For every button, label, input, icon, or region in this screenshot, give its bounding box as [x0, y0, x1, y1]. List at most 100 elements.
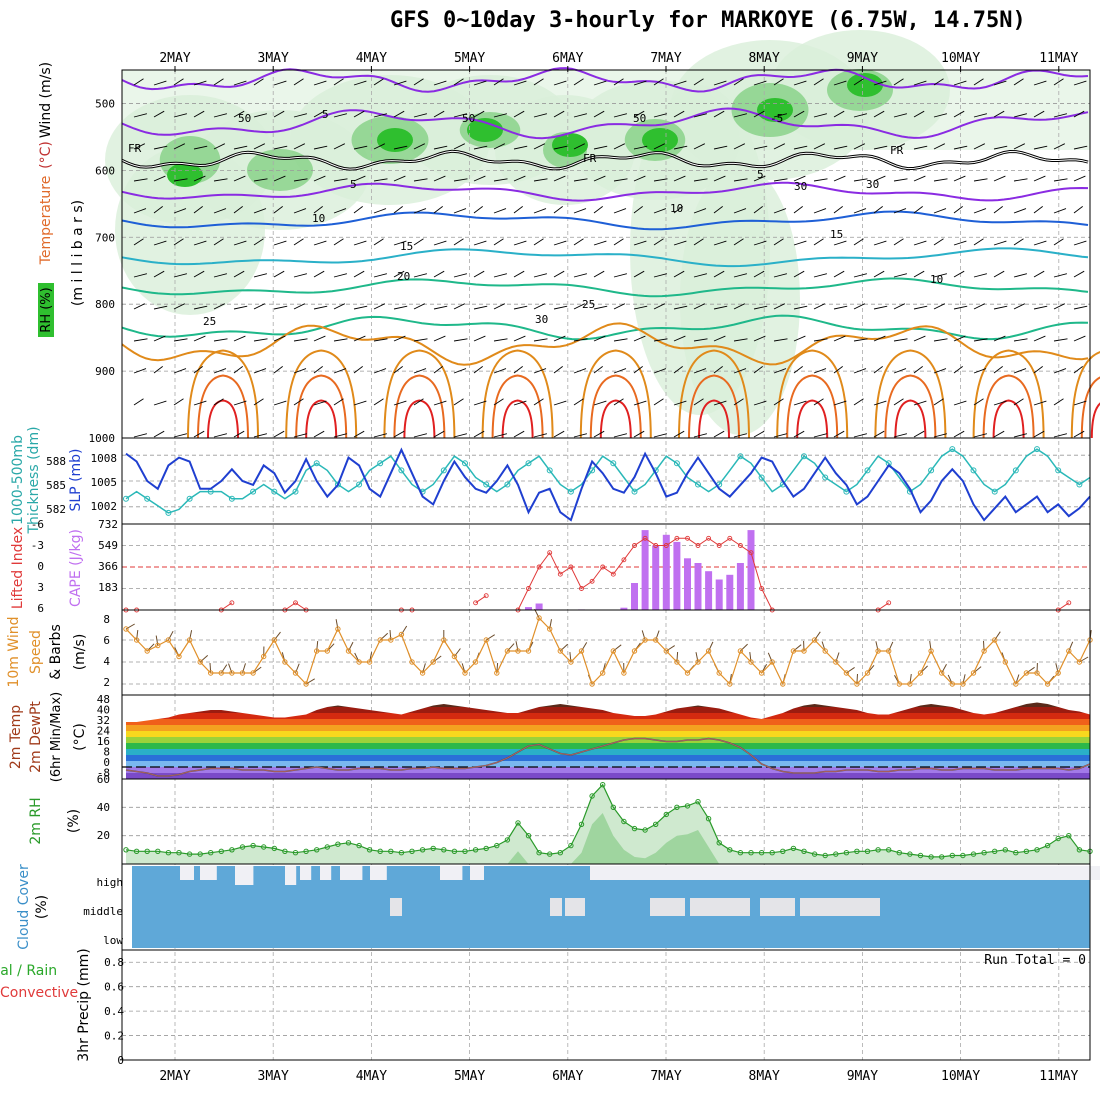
- wind-barb: [193, 240, 207, 246]
- wind-barb: [833, 240, 847, 246]
- wind-speed-line-marker: [674, 659, 680, 665]
- wind-barb: [233, 305, 248, 310]
- rh2m-line-marker: [1055, 835, 1061, 842]
- rh2m-line-marker: [737, 850, 744, 856]
- rh2m-line-marker: [303, 848, 309, 854]
- wind-barb: [653, 338, 668, 342]
- wind-speed-line-marker: [653, 637, 659, 643]
- rh2m-line-marker: [631, 825, 638, 832]
- rh2m-line-marker: [621, 818, 627, 825]
- lifted-index-marker: [1066, 600, 1072, 606]
- cloud-clear-high: [340, 866, 363, 880]
- wind-barb: [1013, 398, 1024, 406]
- wind-barb: [773, 143, 785, 150]
- wind-barb: [433, 240, 447, 246]
- wind-barb: [633, 366, 643, 374]
- wind-barb: [873, 270, 885, 278]
- wind-speed-line-marker: [684, 670, 691, 676]
- wind-speed-line-marker: [515, 648, 521, 654]
- wind-barb: [1073, 366, 1083, 374]
- wind-barb: [733, 78, 744, 86]
- wind-barb: [833, 305, 848, 310]
- wind-barb: [613, 143, 625, 150]
- wind-barb: [253, 273, 268, 278]
- rh2m-line-marker: [239, 844, 246, 850]
- wind-barb: [853, 113, 868, 118]
- wind-barb: [473, 80, 487, 86]
- wind-barb: [453, 238, 464, 246]
- wind-barb: [393, 240, 407, 246]
- wind-barb: [473, 110, 485, 118]
- wind-barb: [713, 305, 728, 310]
- surface-wind-barb: [941, 664, 947, 674]
- wind-barb: [173, 273, 188, 278]
- wind-speed-line-marker: [758, 670, 765, 676]
- wind-barb: [473, 366, 483, 374]
- wind-barb: [393, 270, 405, 278]
- surface-wind-barb: [549, 619, 552, 630]
- wind-barb: [613, 78, 624, 86]
- wind-barb: [453, 78, 464, 86]
- surface-wind-barb: [929, 641, 932, 652]
- temp-band: [126, 743, 1090, 749]
- wind-barb: [873, 366, 883, 374]
- wind-barb: [373, 143, 385, 150]
- wind-barb: [1033, 240, 1047, 246]
- wind-barbs-axis-label: & Barbs: [48, 624, 64, 680]
- dewpoint-line-inner: [125, 738, 1091, 777]
- temp-loop: [589, 374, 642, 439]
- wind-speed-line-marker: [197, 659, 203, 665]
- wind-barb: [553, 400, 567, 406]
- thickness-line-marker: [525, 460, 532, 467]
- wind-barb: [1073, 270, 1085, 278]
- contour-label: 25: [582, 298, 595, 311]
- wind-barb: [233, 206, 243, 214]
- temperature-unit-label: (°C): [38, 141, 54, 169]
- wind-barb: [653, 178, 668, 182]
- wind-barb: [793, 110, 805, 118]
- wind-barb: [573, 208, 587, 214]
- wind-barb: [193, 430, 205, 438]
- surface-wind-barb: [507, 643, 515, 652]
- contour-label: 50: [462, 112, 475, 125]
- cape-bar: [684, 558, 691, 610]
- surface-wind-barb: [199, 655, 209, 663]
- surface-wind-barb: [749, 652, 752, 663]
- wind-barb: [993, 305, 1008, 310]
- surface-wind-barb: [534, 608, 540, 619]
- wind-speed-line-marker: [907, 681, 913, 687]
- cloud-clear-mid: [690, 898, 750, 916]
- surface-wind-barb: [1026, 666, 1035, 674]
- wind-barb: [1073, 110, 1085, 118]
- wind-barb: [233, 430, 245, 438]
- wind-barb: [893, 113, 908, 118]
- wind-barb: [1013, 178, 1028, 182]
- wind-barb: [493, 368, 507, 374]
- wind-barb: [893, 273, 908, 278]
- wind-barb: [653, 433, 668, 438]
- contour-label: 5: [350, 178, 357, 191]
- wind-barb: [633, 175, 646, 182]
- surface-wind-barb: [821, 641, 826, 652]
- wind-barb: [213, 238, 224, 246]
- wind-barb: [373, 273, 388, 278]
- rh2m-line-marker: [780, 848, 786, 854]
- wind-speed-line-marker: [282, 659, 288, 665]
- wind-barb: [373, 238, 384, 246]
- lifted-index-line: [221, 602, 233, 611]
- wind-barb: [473, 175, 486, 182]
- wind-barb: [1053, 178, 1068, 182]
- rh2m-line-marker: [324, 844, 330, 850]
- wind-barb: [693, 433, 708, 438]
- wind-barb: [753, 110, 765, 118]
- wind-barb: [493, 113, 508, 118]
- wind-barb: [973, 368, 987, 374]
- rh2m-area-high: [126, 813, 1090, 864]
- date-label-top: 3MAY: [258, 51, 289, 66]
- wind-speed-line-marker: [695, 659, 701, 665]
- contour-label: 30: [866, 178, 879, 191]
- surface-wind-barb: [767, 652, 773, 663]
- wind-speed-line-marker: [239, 670, 246, 676]
- wind-barb: [433, 430, 445, 438]
- wind-barb: [1013, 238, 1024, 246]
